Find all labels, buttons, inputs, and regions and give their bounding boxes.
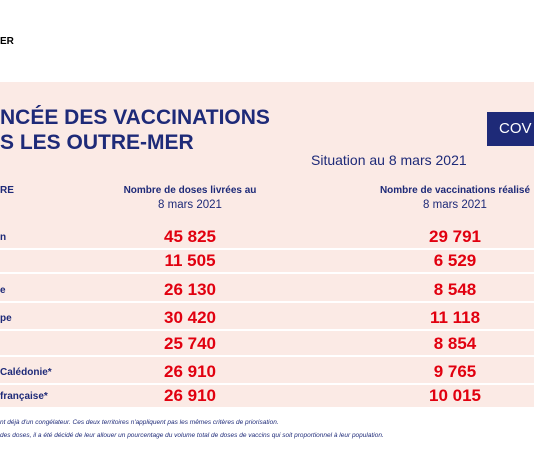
column-header: Nombre de doses livrées au bbox=[123, 185, 257, 196]
row-divider bbox=[0, 355, 534, 357]
background-panel bbox=[0, 82, 534, 408]
cell-value: 30 420 bbox=[164, 308, 216, 327]
cell-value: 29 791 bbox=[429, 227, 481, 246]
column-header: RE bbox=[0, 185, 14, 196]
cell-value: 26 130 bbox=[164, 280, 216, 299]
territory-name: française* bbox=[0, 391, 48, 402]
footnote: nt déjà d'un congélateur. Ces deux terri… bbox=[0, 419, 279, 426]
cell-value: 8 854 bbox=[433, 334, 477, 353]
cell-value: 25 740 bbox=[164, 334, 216, 353]
cell-value: 8 548 bbox=[433, 280, 477, 299]
badge: COV bbox=[487, 112, 534, 146]
row-divider bbox=[0, 301, 534, 303]
row-divider bbox=[0, 272, 534, 274]
title-line: S LES OUTRE-MER bbox=[0, 131, 194, 154]
cell-value: 10 015 bbox=[429, 386, 481, 405]
cell-value: 45 825 bbox=[164, 227, 216, 246]
cell-value: 6 529 bbox=[433, 251, 477, 270]
column-header: 8 mars 2021 bbox=[423, 199, 487, 211]
row-divider bbox=[0, 329, 534, 331]
row-divider bbox=[0, 407, 534, 409]
territory-name: e bbox=[0, 285, 6, 296]
column-header: 8 mars 2021 bbox=[158, 199, 222, 211]
cell-value: 26 910 bbox=[164, 362, 216, 381]
territory-name: n bbox=[0, 232, 7, 243]
row-divider bbox=[0, 383, 534, 385]
logo-text: ER bbox=[0, 36, 14, 47]
cell-value: 9 765 bbox=[433, 362, 477, 381]
row-divider bbox=[0, 248, 534, 250]
cell-value: 11 118 bbox=[429, 308, 481, 327]
territory-name: pe bbox=[0, 313, 12, 324]
cell-value: 26 910 bbox=[164, 386, 216, 405]
territory-name: Calédonie* bbox=[0, 367, 52, 378]
footnote: des doses, il a été décidé de leur allou… bbox=[0, 432, 384, 439]
column-header: Nombre de vaccinations réalisé bbox=[379, 185, 531, 196]
situation-date: Situation au 8 mars 2021 bbox=[311, 152, 467, 168]
cell-value: 11 505 bbox=[164, 251, 216, 270]
title-line: NCÉE DES VACCINATIONS bbox=[0, 106, 270, 129]
